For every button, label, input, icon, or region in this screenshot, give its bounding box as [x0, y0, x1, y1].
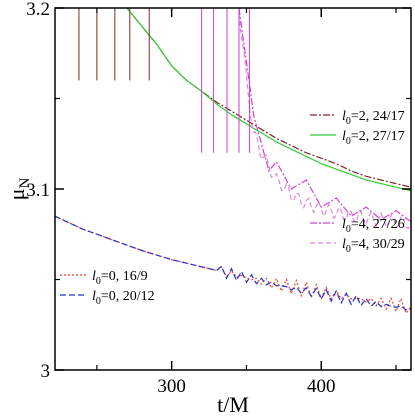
legend-label: l0=0, 20/12	[92, 289, 155, 307]
series-line-4	[238, 12, 411, 229]
y-axis-title: μN	[4, 178, 33, 201]
x-tick-label: 400	[307, 376, 336, 397]
legend-layer: l0=2, 24/17 l0=2, 27/17 l0=4, 27/26 l0=4, 3…	[60, 109, 405, 307]
x-axis-title: t/M	[217, 392, 249, 417]
series-layer	[55, 8, 411, 315]
plot-area	[55, 8, 411, 370]
series-line-5	[55, 215, 411, 315]
y-tick-label: 3	[41, 361, 51, 382]
ticks-layer: 300 400 3 3.1 3.2	[26, 0, 411, 397]
legend-label: l0=4, 27/26	[342, 217, 405, 235]
x-tick-label: 300	[157, 376, 186, 397]
legend-label: l0=2, 27/17	[342, 129, 405, 147]
legend-label: l0=2, 24/17	[342, 109, 405, 127]
legend-label: l0=0, 16/9	[92, 269, 148, 287]
y-tick-label: 3.1	[26, 180, 50, 201]
series-line-3	[238, 8, 411, 223]
series-line-6	[55, 215, 411, 311]
legend-label: l0=4, 30/29	[342, 237, 405, 255]
y-tick-label: 3.2	[26, 0, 50, 20]
